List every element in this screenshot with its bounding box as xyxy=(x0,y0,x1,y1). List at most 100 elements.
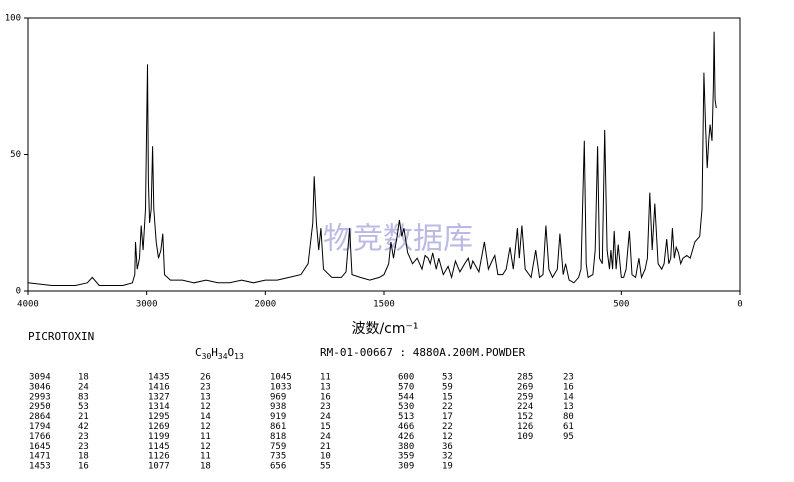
x-axis-label: 波数/cm⁻¹ xyxy=(351,321,418,337)
peak-wavenumber: 259 xyxy=(517,392,533,402)
peak-intensity: 18 xyxy=(78,452,89,462)
peak-wavenumber: 938 xyxy=(270,402,286,412)
peak-intensity: 18 xyxy=(200,462,211,472)
peak-wavenumber: 1269 xyxy=(148,422,170,432)
peak-wavenumber: 2950 xyxy=(29,402,51,412)
peak-wavenumber: 285 xyxy=(517,373,533,383)
peak-intensity: 21 xyxy=(78,412,89,422)
peak-wavenumber: 426 xyxy=(398,432,414,442)
peak-intensity: 19 xyxy=(442,462,453,472)
peak-intensity: 16 xyxy=(320,392,331,402)
peak-intensity: 11 xyxy=(200,452,211,462)
peak-intensity: 53 xyxy=(78,402,89,412)
peak-intensity: 11 xyxy=(320,373,331,383)
sample-info: RM-01-00667 : 4880A.200M.POWDER xyxy=(320,346,526,359)
formula-subscript: 13 xyxy=(234,352,244,361)
peak-wavenumber: 818 xyxy=(270,432,286,442)
peak-wavenumber: 1314 xyxy=(148,402,170,412)
peak-wavenumber: 3046 xyxy=(29,382,51,392)
peak-intensity: 12 xyxy=(200,402,211,412)
peak-wavenumber: 224 xyxy=(517,402,533,412)
peak-wavenumber: 1126 xyxy=(148,452,170,462)
compound-name: PICROTOXIN xyxy=(28,330,94,343)
peak-wavenumber: 600 xyxy=(398,373,414,383)
peak-wavenumber: 1645 xyxy=(29,442,51,452)
x-tick-label: 4000 xyxy=(17,300,39,310)
peak-intensity: 11 xyxy=(200,432,211,442)
peak-wavenumber: 1145 xyxy=(148,442,170,452)
peak-wavenumber: 759 xyxy=(270,442,286,452)
peak-wavenumber: 969 xyxy=(270,392,286,402)
peak-intensity: 32 xyxy=(442,452,453,462)
peak-wavenumber: 359 xyxy=(398,452,414,462)
peak-intensity: 14 xyxy=(563,392,574,402)
peak-intensity: 15 xyxy=(320,422,331,432)
peak-wavenumber: 1453 xyxy=(29,462,51,472)
peak-wavenumber: 2993 xyxy=(29,392,51,402)
peak-wavenumber: 1435 xyxy=(148,373,170,383)
peak-intensity: 24 xyxy=(320,432,331,442)
y-tick-label: 50 xyxy=(10,150,21,160)
peak-wavenumber: 466 xyxy=(398,422,414,432)
peak-wavenumber: 513 xyxy=(398,412,414,422)
peak-intensity: 61 xyxy=(563,422,574,432)
peak-intensity: 16 xyxy=(563,382,574,392)
formula-element: H xyxy=(211,346,218,359)
peak-intensity: 23 xyxy=(78,432,89,442)
peak-intensity: 18 xyxy=(78,373,89,383)
peak-intensity: 17 xyxy=(442,412,453,422)
peak-wavenumber: 1295 xyxy=(148,412,170,422)
peak-wavenumber: 380 xyxy=(398,442,414,452)
peak-wavenumber: 544 xyxy=(398,392,414,402)
peak-wavenumber: 1033 xyxy=(270,382,292,392)
peak-intensity: 15 xyxy=(442,392,453,402)
x-tick-label: 2000 xyxy=(254,300,276,310)
peak-wavenumber: 3094 xyxy=(29,373,51,383)
peak-wavenumber: 1077 xyxy=(148,462,170,472)
peak-intensity: 42 xyxy=(78,422,89,432)
peak-wavenumber: 1766 xyxy=(29,432,51,442)
x-tick-label: 500 xyxy=(613,300,629,310)
peak-wavenumber: 1471 xyxy=(29,452,51,462)
formula-subscript: 30 xyxy=(202,352,212,361)
peak-intensity: 23 xyxy=(563,373,574,383)
y-tick-label: 100 xyxy=(5,14,21,24)
peak-wavenumber: 919 xyxy=(270,412,286,422)
peak-intensity: 26 xyxy=(200,373,211,383)
peak-wavenumber: 1794 xyxy=(29,422,51,432)
peak-wavenumber: 861 xyxy=(270,422,286,432)
peak-wavenumber: 735 xyxy=(270,452,286,462)
x-tick-label: 1500 xyxy=(373,300,395,310)
peak-intensity: 13 xyxy=(563,402,574,412)
peak-intensity: 12 xyxy=(200,442,211,452)
peak-intensity: 16 xyxy=(78,462,89,472)
peak-intensity: 23 xyxy=(200,382,211,392)
peak-intensity: 83 xyxy=(78,392,89,402)
peak-intensity: 22 xyxy=(442,422,453,432)
formula-element: O xyxy=(228,346,235,359)
peak-wavenumber: 309 xyxy=(398,462,414,472)
peak-wavenumber: 2864 xyxy=(29,412,51,422)
peak-intensity: 13 xyxy=(200,392,211,402)
formula-subscript: 34 xyxy=(218,352,228,361)
peak-intensity: 95 xyxy=(563,432,574,442)
peak-intensity: 80 xyxy=(563,412,574,422)
peak-intensity: 59 xyxy=(442,382,453,392)
peak-intensity: 55 xyxy=(320,462,331,472)
peak-wavenumber: 1327 xyxy=(148,392,170,402)
peak-intensity: 10 xyxy=(320,452,331,462)
x-tick-label: 0 xyxy=(737,300,742,310)
peak-intensity: 13 xyxy=(320,382,331,392)
y-tick-label: 0 xyxy=(16,287,21,297)
peak-wavenumber: 530 xyxy=(398,402,414,412)
peak-intensity: 22 xyxy=(442,402,453,412)
spectrum-line xyxy=(27,31,717,286)
peak-wavenumber: 1199 xyxy=(148,432,170,442)
peak-wavenumber: 1045 xyxy=(270,373,292,383)
peak-intensity: 12 xyxy=(200,422,211,432)
peak-wavenumber: 109 xyxy=(517,432,533,442)
peak-intensity: 24 xyxy=(320,412,331,422)
peak-intensity: 23 xyxy=(78,442,89,452)
peak-intensity: 23 xyxy=(320,402,331,412)
